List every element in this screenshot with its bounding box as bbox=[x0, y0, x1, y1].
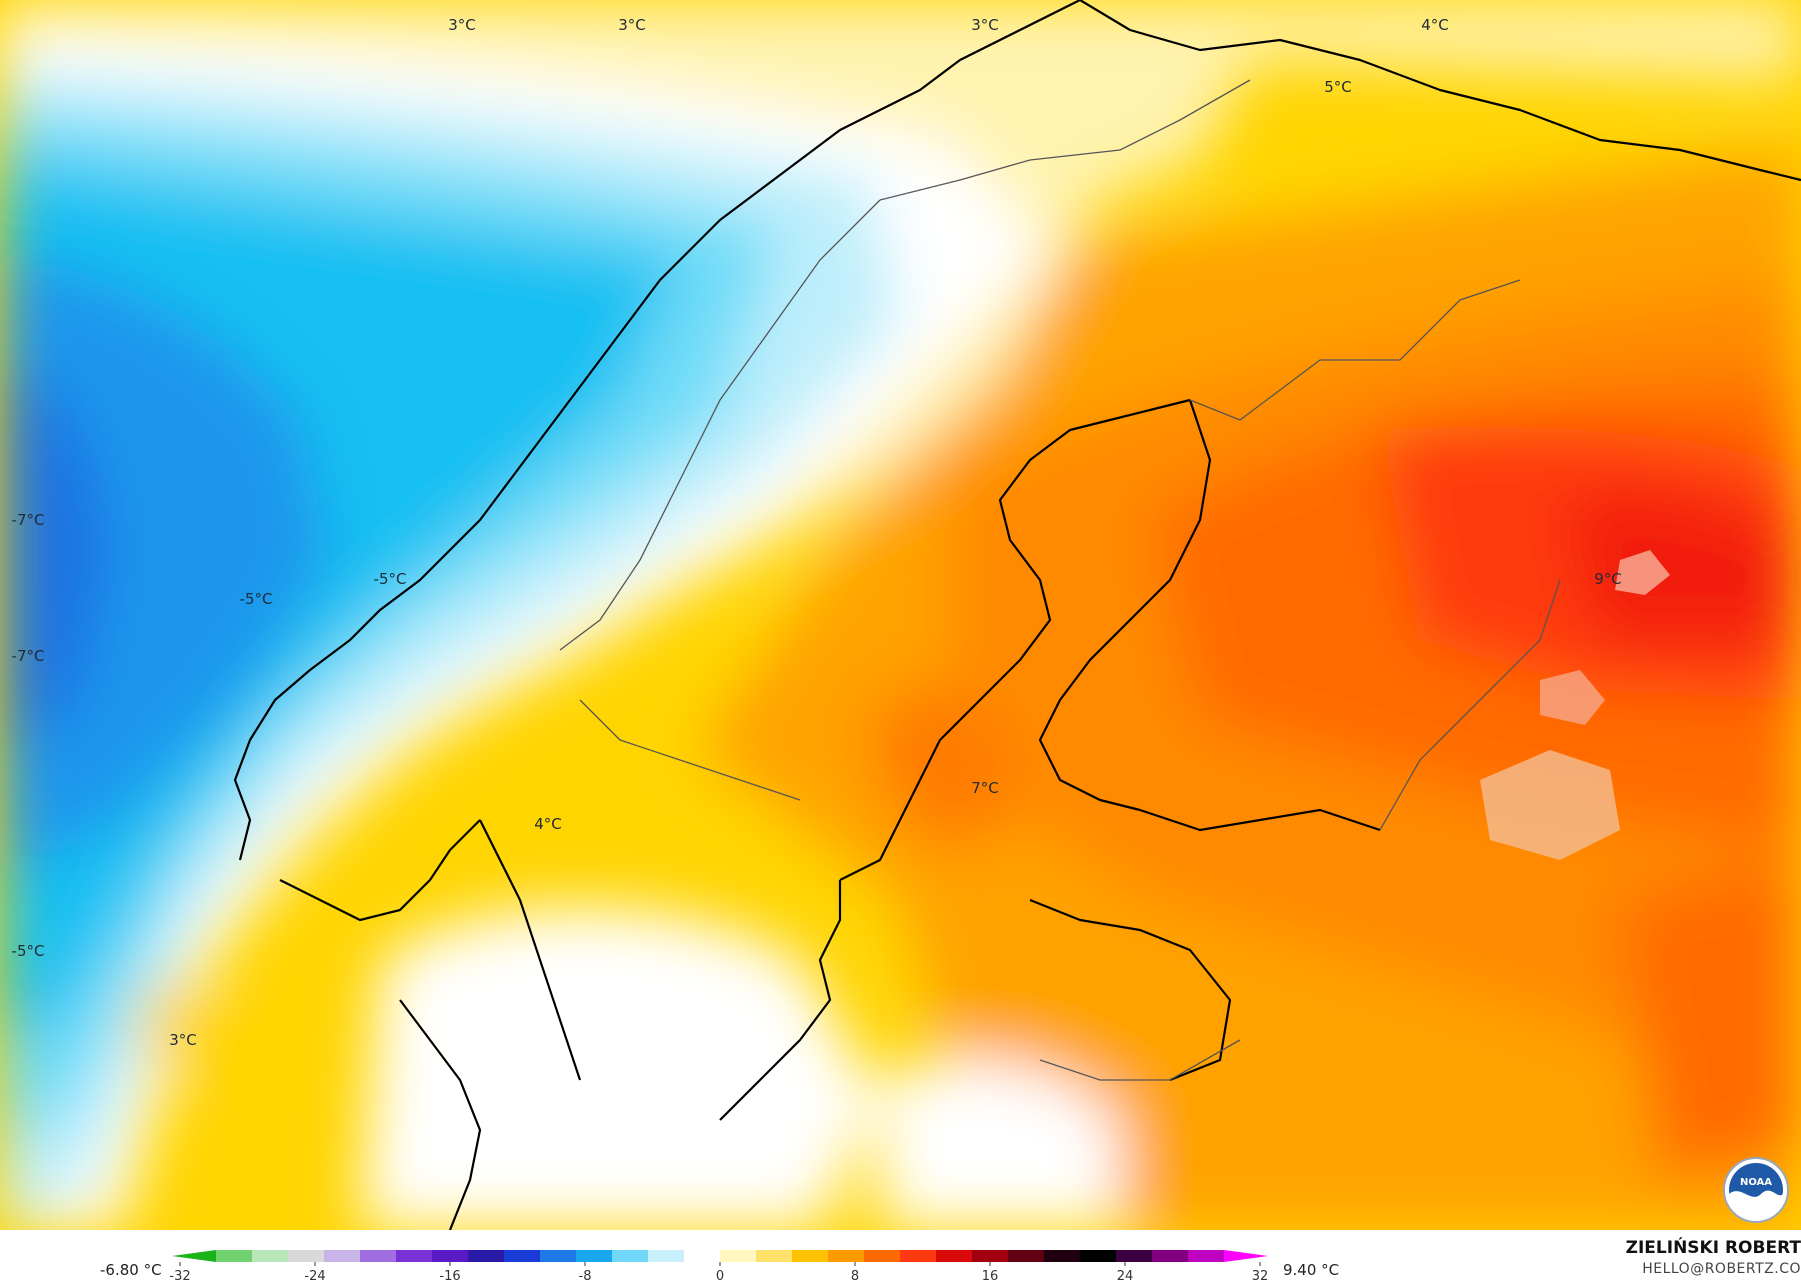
colorbar-swatch bbox=[1152, 1250, 1189, 1262]
colorbar-swatch bbox=[1008, 1250, 1045, 1262]
colorbar-swatch bbox=[1188, 1250, 1225, 1262]
temperature-map: 3°C 3°C 3°C 4°C 5°C -7°C -7°C -5°C -5°C … bbox=[0, 0, 1801, 1230]
temperature-label: 7°C bbox=[971, 779, 999, 797]
temperature-label: 3°C bbox=[618, 16, 646, 34]
colorbar-swatch bbox=[504, 1250, 541, 1262]
colorbar-tick-label: 32 bbox=[1252, 1269, 1269, 1284]
colorbar-swatch bbox=[172, 1250, 216, 1262]
colorbar-swatch bbox=[1080, 1250, 1117, 1262]
borders bbox=[559, 79, 1561, 1081]
colorbar-swatch bbox=[288, 1250, 325, 1262]
temperature-label: -7°C bbox=[12, 647, 45, 665]
temperature-label: 3°C bbox=[448, 16, 476, 34]
colorbar-swatch bbox=[828, 1250, 865, 1262]
colorbar-swatch bbox=[792, 1250, 829, 1262]
noaa-logo-text: NOAA bbox=[1740, 1177, 1772, 1188]
colorbar-swatch bbox=[324, 1250, 361, 1262]
temperature-label: 4°C bbox=[534, 815, 562, 833]
colorbar-swatch bbox=[1044, 1250, 1081, 1262]
colorbar-swatch bbox=[648, 1250, 685, 1262]
author-email: HELLO@ROBERTZ.CO bbox=[1642, 1261, 1801, 1277]
colorbar-swatch bbox=[432, 1250, 469, 1262]
colorbar-swatch bbox=[756, 1250, 793, 1262]
legend-footer: -6.80 °C -32 -24 -16 -8 0 8 16 24 32 9.40 °C ZIE… bbox=[0, 1230, 1801, 1287]
colorbar-swatch bbox=[1224, 1250, 1268, 1262]
colorbar-swatch bbox=[468, 1250, 505, 1262]
colorbar-swatch bbox=[612, 1250, 649, 1262]
colorbar-swatch bbox=[900, 1250, 937, 1262]
colorbar-swatch bbox=[540, 1250, 577, 1262]
colorbar-swatch bbox=[216, 1250, 253, 1262]
temperature-label: 9°C bbox=[1594, 570, 1622, 588]
coastlines bbox=[233, 0, 1801, 1230]
colorbar-swatch bbox=[1116, 1250, 1153, 1262]
colorbar-tick-label: -8 bbox=[579, 1269, 592, 1284]
colorbar-tick-label: 24 bbox=[1117, 1269, 1134, 1284]
temperature-label: 3°C bbox=[169, 1031, 197, 1049]
colorbar-tick-label: -16 bbox=[439, 1269, 460, 1284]
colorbar-tick-label: -32 bbox=[170, 1269, 191, 1284]
noaa-logo: NOAA bbox=[1723, 1157, 1789, 1223]
max-value-label: 9.40 °C bbox=[1283, 1261, 1340, 1279]
colorbar-tick-label: -24 bbox=[304, 1269, 325, 1284]
colorbar-swatch bbox=[396, 1250, 433, 1262]
map-labels: 3°C 3°C 3°C 4°C 5°C -7°C -7°C -5°C -5°C … bbox=[12, 16, 1622, 1049]
colorbar-swatch bbox=[684, 1250, 721, 1262]
min-value-label: -6.80 °C bbox=[100, 1261, 162, 1279]
colorbar-swatch bbox=[972, 1250, 1009, 1262]
colorbar-swatches bbox=[172, 1250, 1268, 1262]
colorbar-tick-label: 8 bbox=[851, 1269, 859, 1284]
temperature-label: -5°C bbox=[240, 590, 273, 608]
colorbar-swatch bbox=[360, 1250, 397, 1262]
colorbar-swatch bbox=[936, 1250, 973, 1262]
colorbar-swatch bbox=[576, 1250, 613, 1262]
colorbar-swatch bbox=[864, 1250, 901, 1262]
colorbar-ticks: -32 -24 -16 -8 0 8 16 24 32 bbox=[170, 1262, 1268, 1284]
temperature-label: 5°C bbox=[1324, 78, 1352, 96]
temperature-label: 3°C bbox=[971, 16, 999, 34]
temperature-label: -5°C bbox=[12, 942, 45, 960]
colorbar-swatch bbox=[252, 1250, 289, 1262]
temperature-field bbox=[0, 0, 1801, 1230]
colorbar: -32 -24 -16 -8 0 8 16 24 32 bbox=[170, 1250, 1268, 1284]
colorbar-tick-label: 16 bbox=[982, 1269, 999, 1284]
temperature-label: -5°C bbox=[374, 570, 407, 588]
author-credit: ZIELIŃSKI ROBERT bbox=[1625, 1238, 1801, 1258]
colorbar-tick-label: 0 bbox=[716, 1269, 724, 1284]
temperature-label: 4°C bbox=[1421, 16, 1449, 34]
temperature-label: -7°C bbox=[12, 511, 45, 529]
colorbar-swatch bbox=[720, 1250, 757, 1262]
